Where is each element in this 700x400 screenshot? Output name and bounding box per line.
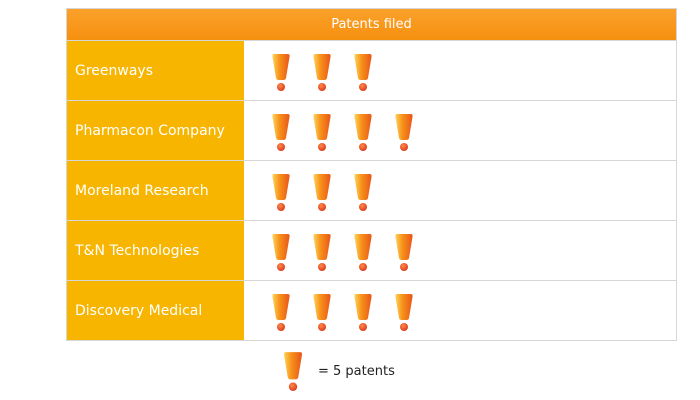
pictograph-row: T&N Technologies bbox=[67, 220, 676, 280]
exclamation-icon bbox=[272, 114, 290, 151]
exclamation-icon bbox=[354, 174, 372, 211]
exclamation-icon bbox=[272, 174, 290, 211]
chart-title: Patents filed bbox=[67, 9, 676, 40]
pictograph-row: Greenways bbox=[67, 40, 676, 100]
exclamation-icon bbox=[272, 294, 290, 331]
exclamation-icon bbox=[395, 234, 413, 271]
row-label: Pharmacon Company bbox=[67, 101, 244, 160]
row-label: T&N Technologies bbox=[67, 221, 244, 280]
row-icons bbox=[244, 221, 676, 280]
legend: = 5 patents bbox=[282, 350, 395, 392]
exclamation-icon bbox=[395, 114, 413, 151]
exclamation-icon bbox=[313, 294, 331, 331]
exclamation-icon bbox=[354, 294, 372, 331]
row-icons bbox=[244, 281, 676, 340]
pictograph-row: Discovery Medical bbox=[67, 280, 676, 340]
exclamation-icon bbox=[354, 54, 372, 91]
exclamation-icon bbox=[313, 174, 331, 211]
exclamation-icon bbox=[313, 234, 331, 271]
exclamation-icon bbox=[354, 114, 372, 151]
row-icons bbox=[244, 101, 676, 160]
exclamation-icon bbox=[395, 294, 413, 331]
pictograph-row: Moreland Research bbox=[67, 160, 676, 220]
row-label: Moreland Research bbox=[67, 161, 244, 220]
chart-rows: Greenways Pharmacon Company Moreland Resea… bbox=[67, 40, 676, 340]
row-icons bbox=[244, 41, 676, 100]
exclamation-icon bbox=[313, 114, 331, 151]
pictograph-chart: Patents filed Greenways Pharmacon Company… bbox=[66, 8, 677, 341]
exclamation-icon bbox=[272, 54, 290, 91]
legend-exclamation-icon bbox=[283, 352, 303, 391]
legend-text: = 5 patents bbox=[318, 363, 395, 379]
pictograph-row: Pharmacon Company bbox=[67, 100, 676, 160]
exclamation-icon bbox=[354, 234, 372, 271]
row-label: Greenways bbox=[67, 41, 244, 100]
row-icons bbox=[244, 161, 676, 220]
exclamation-icon bbox=[313, 54, 331, 91]
row-label: Discovery Medical bbox=[67, 281, 244, 340]
exclamation-icon bbox=[272, 234, 290, 271]
